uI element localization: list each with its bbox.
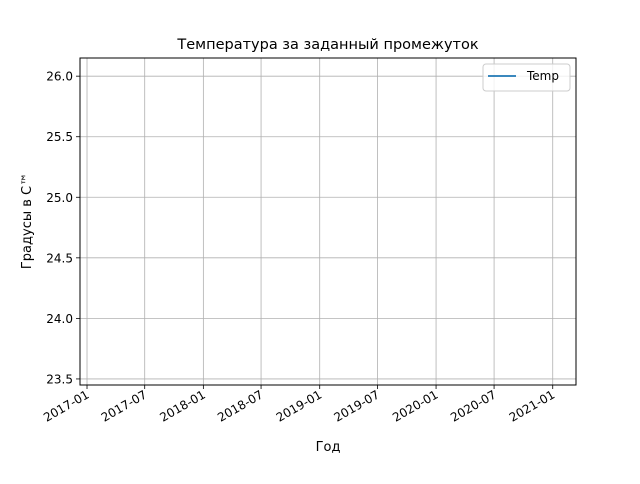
grid: [80, 58, 576, 385]
legend-label-temp: Temp: [526, 69, 559, 83]
x-tick-label: 2019-01: [274, 387, 324, 424]
x-tick-label: 2017-07: [99, 387, 149, 424]
x-tick-label: 2018-01: [157, 387, 207, 424]
plot-area: [79, 57, 577, 386]
y-tick-label: 25.5: [46, 130, 73, 144]
y-axis: 23.5 24.0 24.5 25.0 25.5 26.0: [46, 70, 80, 386]
legend: Temp: [482, 63, 571, 92]
x-axis: 2017-01 2017-07 2018-01 2018-07 2019-01 2019-…: [41, 385, 557, 425]
x-tick-label: 2017-01: [41, 387, 91, 424]
y-tick-label: 24.5: [46, 251, 73, 265]
y-tick-label: 25.0: [46, 191, 73, 205]
chart-title: Температура за заданный промежуток: [176, 37, 478, 53]
y-tick-label: 24.0: [46, 312, 73, 326]
legend-frame: [482, 63, 571, 92]
y-tick-label: 26.0: [46, 70, 73, 84]
y-axis-label: Градусы в С™: [20, 173, 35, 269]
y-tick-label: 23.5: [46, 372, 73, 386]
x-tick-label: 2020-07: [448, 387, 498, 424]
x-tick-label: 2018-07: [215, 387, 265, 424]
x-axis-label: Год: [316, 440, 341, 455]
x-tick-label: 2019-07: [331, 387, 381, 424]
x-tick-label: 2020-01: [390, 387, 440, 424]
x-tick-label: 2021-01: [507, 387, 557, 424]
